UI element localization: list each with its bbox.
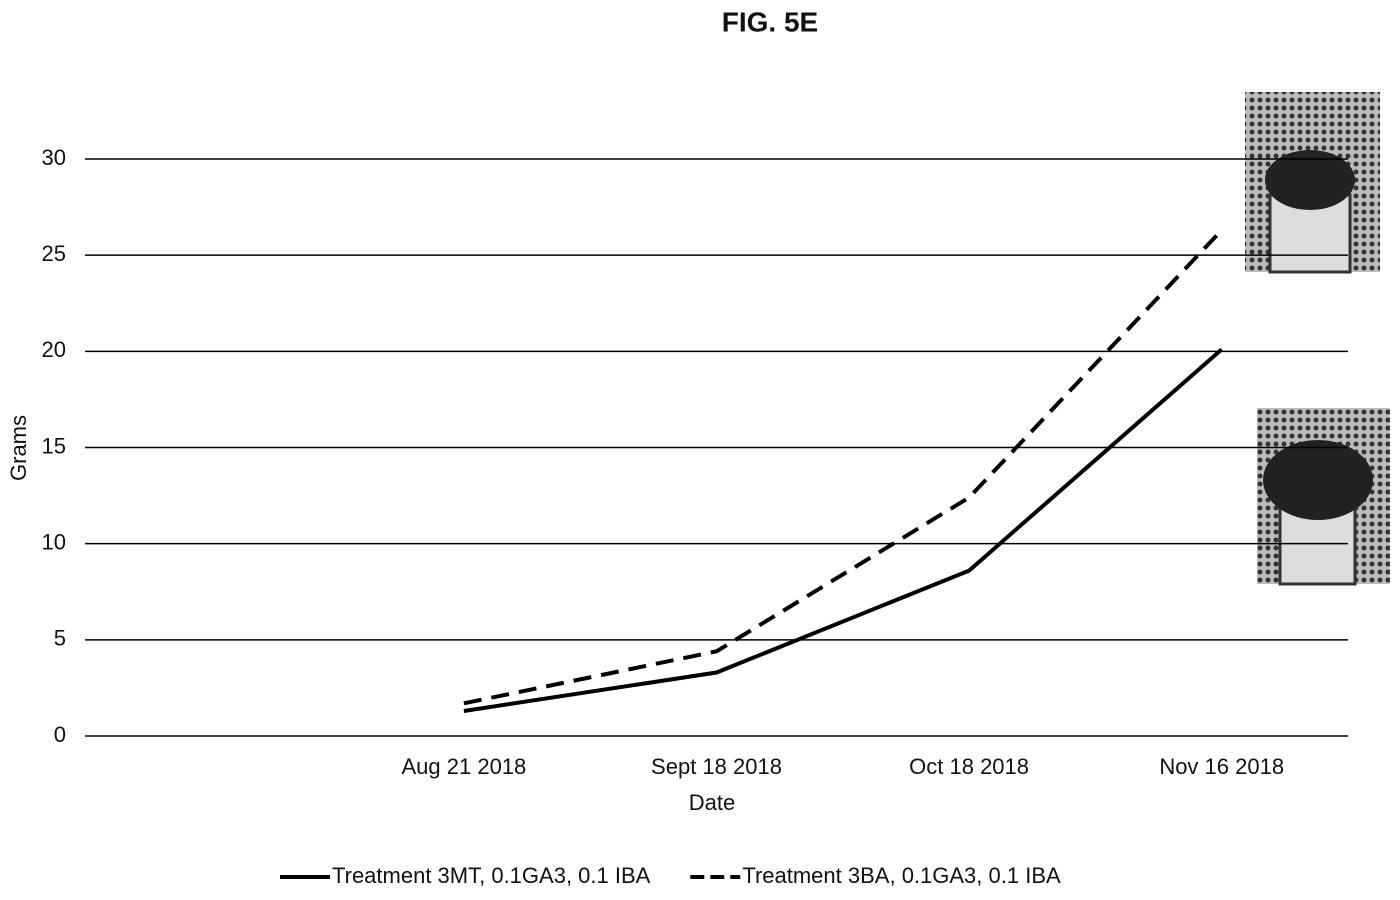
plant-photo — [1245, 92, 1380, 274]
legend-label: Treatment 3MT, 0.1GA3, 0.1 IBA — [332, 863, 651, 888]
x-tick-label: Nov 16 2018 — [1159, 754, 1284, 779]
x-axis-label: Date — [689, 790, 735, 815]
chart-title: FIG. 5E — [722, 6, 818, 37]
y-tick-label: 0 — [54, 722, 66, 747]
y-tick-label: 15 — [42, 433, 66, 458]
legend-label: Treatment 3BA, 0.1GA3, 0.1 IBA — [742, 863, 1061, 888]
series-line — [463, 228, 1224, 706]
y-tick-label: 30 — [42, 145, 66, 170]
x-tick-label: Aug 21 2018 — [402, 754, 527, 779]
y-axis-label: Grams — [6, 415, 31, 481]
series-line — [463, 347, 1224, 713]
y-tick-label: 25 — [42, 241, 66, 266]
plant-photo — [1257, 408, 1390, 586]
x-tick-label: Sept 18 2018 — [651, 754, 782, 779]
y-tick-label: 10 — [42, 529, 66, 554]
x-tick-label: Oct 18 2018 — [909, 754, 1029, 779]
y-tick-label: 20 — [42, 337, 66, 362]
y-tick-label: 5 — [54, 626, 66, 651]
